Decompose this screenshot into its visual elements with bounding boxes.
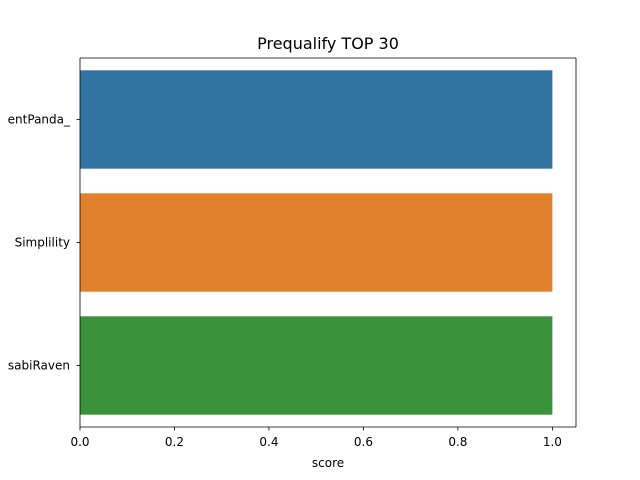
y-tick-label-0: entPanda_ [8,113,71,127]
y-tick-label-2: sabiRaven [8,359,70,373]
x-tick-label-5: 1.0 [543,435,562,449]
bar-1 [80,193,553,292]
y-tick-label-1: Simplility [15,236,70,250]
bars-group [80,70,553,415]
bar-0 [80,70,553,169]
bar-2 [80,316,553,415]
x-ticks-group: 0.0 0.2 0.4 0.6 0.8 1.0 [70,427,562,449]
y-ticks-group: entPanda_ Simplility sabiRaven [8,113,80,373]
x-tick-label-1: 0.2 [165,435,184,449]
x-axis-label: score [312,456,344,470]
x-tick-label-2: 0.4 [259,435,278,449]
x-tick-label-0: 0.0 [70,435,89,449]
x-tick-label-3: 0.6 [354,435,373,449]
x-tick-label-4: 0.8 [448,435,467,449]
chart-title: Prequalify TOP 30 [257,34,399,53]
